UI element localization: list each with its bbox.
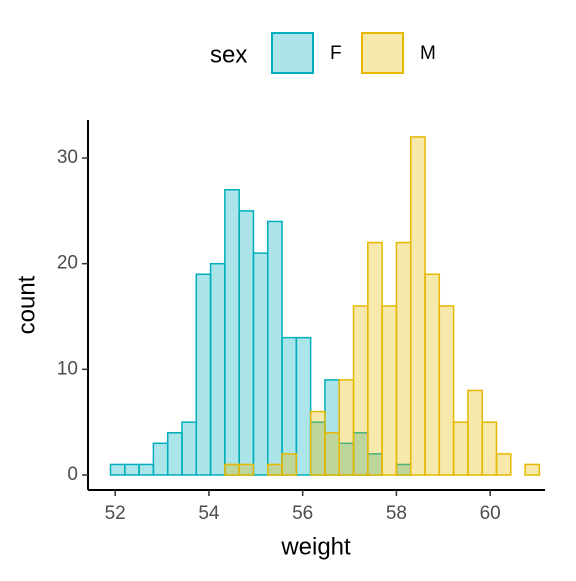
bar [467,389,483,476]
bar [195,273,212,476]
x-axis-label: weight [280,533,351,560]
legend-key [271,32,314,74]
legend-title: sex [210,41,247,68]
bar [352,305,369,476]
x-tick-label: 54 [198,503,220,524]
bar [209,262,226,476]
bar [252,252,269,476]
bar [181,421,198,476]
legend-label: M [420,43,436,64]
bar [324,431,340,476]
bar [124,463,140,476]
bar [367,241,383,476]
x-tick-label: 58 [386,503,407,524]
bar [309,410,326,476]
bar [495,453,512,476]
y-tick-label: 0 [67,464,78,485]
bar [224,188,240,476]
bar [267,220,283,476]
bar [109,463,126,476]
bar [338,379,355,476]
bar [424,273,441,476]
x-tick-label: 60 [480,503,501,524]
bar [224,463,240,476]
bar [524,463,541,476]
y-tick-label: 10 [57,358,78,379]
bar [438,305,455,476]
bar [267,463,283,476]
bar [381,305,398,476]
bar [452,421,469,476]
bar [395,241,412,476]
bar [481,421,498,476]
bar [166,431,183,476]
x-tick-label: 52 [105,503,126,524]
bar [295,336,312,476]
bar [409,136,426,476]
bar [238,210,255,476]
bar [281,453,298,476]
legend-label: F [330,43,342,64]
legend-key [361,32,404,74]
bar [138,463,155,476]
x-tick-label: 56 [292,503,313,524]
y-tick-label: 30 [57,147,78,168]
y-axis-label: count [13,275,40,334]
y-tick-label: 20 [57,253,78,274]
bar [238,463,255,476]
bar [152,442,169,476]
